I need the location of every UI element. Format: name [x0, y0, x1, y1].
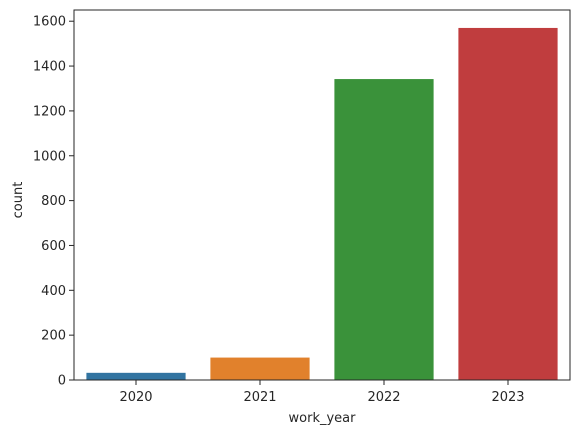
- y-tick-label-800: 800: [41, 194, 66, 209]
- x-tick-label-2021: 2021: [243, 390, 276, 405]
- y-tick-label-1400: 1400: [33, 60, 66, 75]
- bar-2023: [458, 27, 558, 381]
- x-tick-label-2020: 2020: [119, 390, 152, 405]
- bar-2021: [210, 357, 310, 380]
- x-tick-label-2023: 2023: [491, 390, 524, 405]
- bar-2020: [86, 372, 186, 380]
- y-axis-label: count: [11, 182, 26, 219]
- y-tick-label-200: 200: [41, 329, 66, 344]
- plot-area: 2020 2021 2022 2023 0 200 400 600 800 1000 1200 140…: [33, 9, 571, 405]
- axes-frame: [73, 9, 571, 381]
- y-tick-label-1200: 1200: [33, 104, 66, 119]
- bar-2022: [334, 79, 434, 381]
- y-tick-label-1600: 1600: [33, 15, 66, 30]
- y-tick-label-600: 600: [41, 239, 66, 254]
- y-tick-label-400: 400: [41, 284, 66, 299]
- x-axis-label: work_year: [289, 411, 357, 426]
- x-tick-label-2022: 2022: [367, 390, 400, 405]
- y-tick-label-0: 0: [58, 374, 66, 389]
- y-tick-label-1000: 1000: [33, 149, 66, 164]
